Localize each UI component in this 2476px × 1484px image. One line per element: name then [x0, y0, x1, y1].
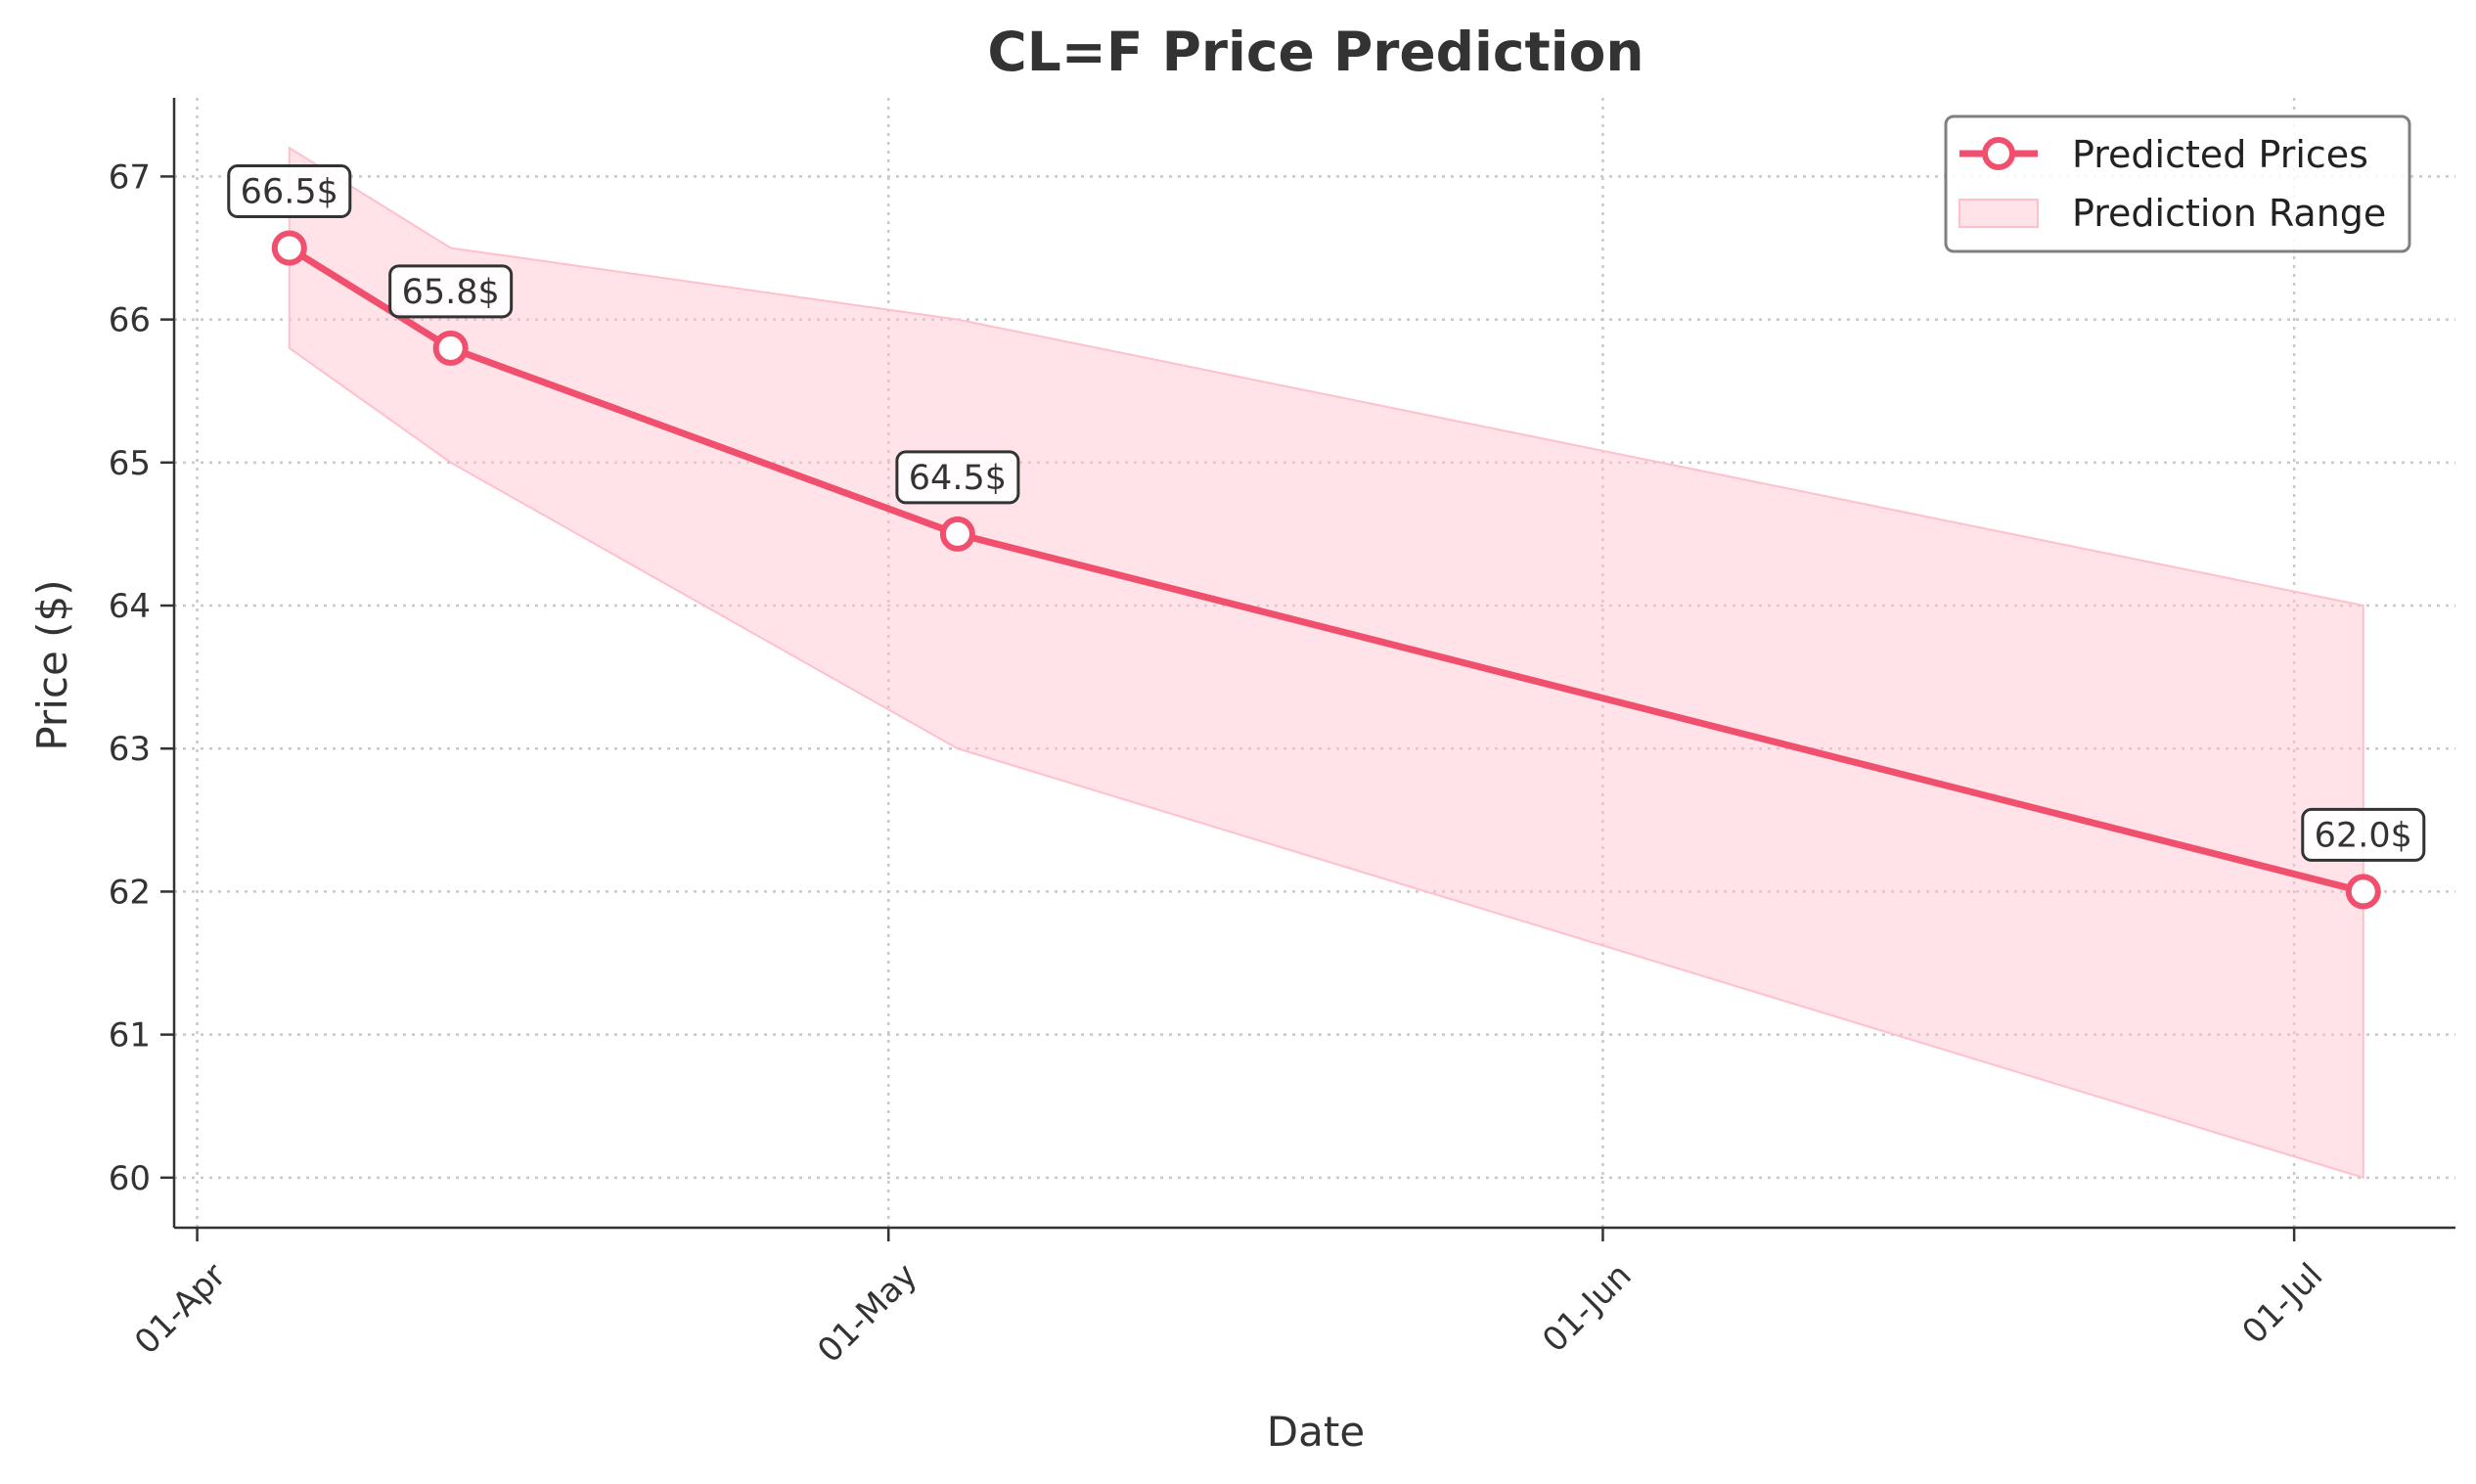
price-annotation-box	[227, 164, 352, 219]
prediction-range-layer	[288, 146, 2364, 1180]
legend: Predicted Prices Prediction Range	[1944, 114, 2411, 253]
price-annotation-label: 65.8$	[402, 273, 500, 312]
y-tick-label: 62	[109, 873, 151, 912]
prediction-range-area	[288, 146, 2364, 1180]
y-tick-label: 65	[109, 444, 151, 483]
price-annotation-label: 64.5$	[909, 459, 1007, 498]
predicted-price-marker	[2345, 874, 2381, 910]
price-annotation-box	[388, 264, 514, 319]
y-axis-title: Price ($)	[28, 579, 76, 750]
price-annotation-label: 66.5$	[241, 173, 338, 212]
y-tick-label: 61	[109, 1016, 151, 1056]
x-tick-label: 01-Jul	[2234, 1256, 2330, 1352]
predicted-prices-layer	[271, 230, 2381, 910]
predicted-prices-line	[287, 245, 2364, 895]
legend-marker-swatch	[1982, 137, 2015, 170]
legend-area-swatch	[1958, 199, 2039, 228]
x-tick-label: 01-May	[810, 1256, 924, 1371]
chart-title: CL=F Price Prediction	[987, 21, 1643, 83]
price-annotation-label: 62.0$	[2315, 816, 2412, 855]
y-tick-label: 63	[109, 730, 151, 769]
legend-label-range: Prediction Range	[2072, 192, 2386, 235]
legend-label-predicted: Predicted Prices	[2072, 133, 2368, 176]
x-axis-title: Date	[1267, 1408, 1365, 1456]
y-tick-label: 60	[109, 1159, 151, 1198]
annotation-layer: 66.5$ 65.8$ 64.5$ 62.0$	[227, 164, 2426, 862]
x-tick-label: 01-Jun	[1535, 1256, 1639, 1360]
price-annotation-box	[2301, 807, 2426, 862]
predicted-price-marker	[939, 516, 975, 552]
predicted-price-marker	[432, 330, 469, 366]
y-tick-label: 67	[109, 157, 151, 197]
y-tick-label: 64	[109, 587, 151, 626]
grid-layer	[174, 98, 2455, 1228]
y-tick-label: 66	[109, 301, 151, 340]
price-annotation-box	[895, 450, 1020, 505]
legend-frame	[1944, 114, 2411, 253]
x-tick-label: 01-Apr	[127, 1256, 234, 1363]
predicted-price-marker	[271, 230, 307, 266]
